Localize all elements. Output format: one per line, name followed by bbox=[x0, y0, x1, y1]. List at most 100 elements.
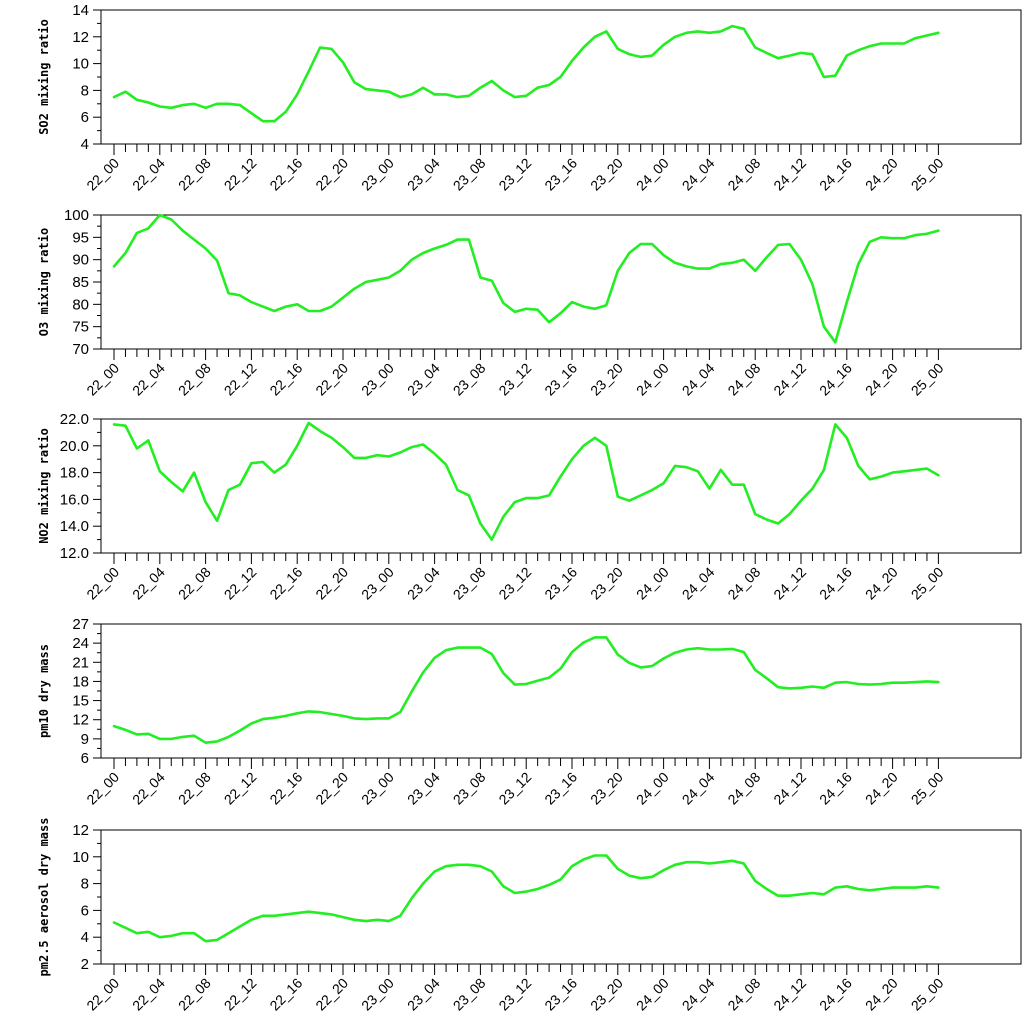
x-tick-label: 22_04 bbox=[129, 975, 168, 1014]
x-tick-label: 24_20 bbox=[862, 769, 901, 808]
series-line bbox=[112, 636, 940, 745]
y-tick-label: 12.0 bbox=[60, 545, 89, 562]
x-tick-label: 24_04 bbox=[679, 155, 718, 194]
x-tick-label: 23_04 bbox=[404, 769, 443, 808]
y-tick-label: 14 bbox=[72, 2, 89, 19]
x-tick-label: 23_20 bbox=[587, 769, 626, 808]
x-tick-label: 22_12 bbox=[221, 155, 260, 194]
y-tick-label: 85 bbox=[72, 274, 89, 291]
x-tick-label: 24_16 bbox=[816, 360, 855, 399]
x-tick-label: 22_16 bbox=[266, 360, 305, 399]
y-tick-label: 12 bbox=[72, 822, 89, 839]
chart-panel-1: 4 6 8 10 12 14 SO2 mixing ratio 22_00 22_04 22_08… bbox=[37, 2, 1022, 194]
x-tick-label: 22_00 bbox=[83, 155, 122, 194]
x-tick-label: 24_20 bbox=[862, 360, 901, 399]
x-tick-label: 23_16 bbox=[541, 564, 580, 603]
x-tick-label: 22_04 bbox=[129, 564, 168, 603]
x-tick-label: 24_16 bbox=[816, 564, 855, 603]
y-tick-label: 16.0 bbox=[60, 491, 89, 508]
y-tick-label: 18.0 bbox=[60, 465, 89, 482]
y-tick-label: 80 bbox=[72, 296, 89, 313]
x-tick-label: 23_00 bbox=[358, 360, 397, 399]
x-tick-label: 22_04 bbox=[129, 769, 168, 808]
y-tick-label: 22.0 bbox=[60, 411, 89, 428]
y-tick-label: 100 bbox=[64, 207, 89, 224]
plot-frame bbox=[100, 214, 1022, 350]
y-tick-label: 12 bbox=[72, 29, 89, 46]
x-tick-label: 22_00 bbox=[83, 769, 122, 808]
x-tick-label: 24_12 bbox=[770, 360, 809, 399]
y-tick-label: 8 bbox=[81, 876, 89, 893]
series-line bbox=[112, 421, 940, 541]
x-tick-label: 22_16 bbox=[266, 975, 305, 1014]
x-tick-label: 23_08 bbox=[450, 769, 489, 808]
x-tick-label: 23_16 bbox=[541, 769, 580, 808]
x-tick-label: 22_08 bbox=[175, 155, 214, 194]
x-tick-label: 24_12 bbox=[770, 769, 809, 808]
y-tick-label: 95 bbox=[72, 229, 89, 246]
x-tick-label: 23_12 bbox=[495, 155, 534, 194]
x-tick-label: 24_20 bbox=[862, 155, 901, 194]
x-tick-label: 24_08 bbox=[724, 564, 763, 603]
x-tick-label: 24_12 bbox=[770, 975, 809, 1014]
x-tick-label: 23_00 bbox=[358, 564, 397, 603]
x-tick-label: 23_20 bbox=[587, 360, 626, 399]
x-tick-label: 24_04 bbox=[679, 975, 718, 1014]
x-tick-label: 24_00 bbox=[633, 769, 672, 808]
x-tick-label: 24_00 bbox=[633, 360, 672, 399]
x-tick-label: 23_12 bbox=[495, 975, 534, 1014]
y-tick-label: 12 bbox=[72, 712, 89, 729]
y-tick-label: 90 bbox=[72, 252, 89, 269]
x-tick-label: 23_08 bbox=[450, 564, 489, 603]
x-tick-label: 24_20 bbox=[862, 564, 901, 603]
x-tick-label: 22_12 bbox=[221, 769, 260, 808]
x-tick-label: 23_00 bbox=[358, 155, 397, 194]
x-tick-label: 23_00 bbox=[358, 975, 397, 1014]
y-tick-label: 4 bbox=[81, 136, 89, 153]
x-tick-label: 22_20 bbox=[312, 769, 351, 808]
y-axis-label: pm2.5 aerosol dry mass bbox=[37, 818, 51, 977]
y-axis-label: pm10 dry mass bbox=[37, 644, 51, 738]
x-tick-label: 25_00 bbox=[908, 975, 947, 1014]
x-tick-label: 24_04 bbox=[679, 564, 718, 603]
plot-frame bbox=[100, 623, 1022, 759]
x-tick-label: 24_04 bbox=[679, 360, 718, 399]
x-tick-label: 23_04 bbox=[404, 564, 443, 603]
y-axis-label: O3 mixing ratio bbox=[37, 228, 51, 336]
y-tick-label: 24 bbox=[72, 635, 89, 652]
y-tick-label: 27 bbox=[72, 616, 89, 633]
x-tick-label: 24_08 bbox=[724, 975, 763, 1014]
y-tick-label: 21 bbox=[72, 654, 89, 671]
x-tick-label: 24_04 bbox=[679, 769, 718, 808]
y-tick-label: 10 bbox=[72, 849, 89, 866]
x-tick-label: 22_08 bbox=[175, 360, 214, 399]
y-tick-label: 75 bbox=[72, 319, 89, 336]
y-tick-label: 6 bbox=[81, 902, 89, 919]
y-tick-label: 14.0 bbox=[60, 518, 89, 535]
x-tick-label: 22_20 bbox=[312, 975, 351, 1014]
y-tick-label: 15 bbox=[72, 693, 89, 710]
x-tick-label: 24_08 bbox=[724, 360, 763, 399]
y-tick-label: 8 bbox=[81, 82, 89, 99]
y-tick-label: 10 bbox=[72, 56, 89, 73]
x-tick-label: 23_12 bbox=[495, 360, 534, 399]
x-tick-label: 24_00 bbox=[633, 155, 672, 194]
x-tick-label: 23_04 bbox=[404, 155, 443, 194]
x-tick-label: 24_16 bbox=[816, 975, 855, 1014]
x-tick-label: 24_12 bbox=[770, 564, 809, 603]
x-tick-label: 22_16 bbox=[266, 769, 305, 808]
x-tick-label: 25_00 bbox=[908, 155, 947, 194]
x-tick-label: 22_04 bbox=[129, 360, 168, 399]
x-tick-label: 24_16 bbox=[816, 155, 855, 194]
x-tick-label: 22_00 bbox=[83, 564, 122, 603]
y-tick-label: 9 bbox=[81, 731, 89, 748]
chart-panel-5: 2 4 6 8 10 12 pm2.5 aerosol dry mass 22_00 22_04… bbox=[37, 818, 1022, 1014]
x-tick-label: 22_08 bbox=[175, 975, 214, 1014]
x-tick-label: 22_16 bbox=[266, 564, 305, 603]
x-tick-label: 23_16 bbox=[541, 155, 580, 194]
x-tick-label: 25_00 bbox=[908, 360, 947, 399]
plot-frame bbox=[100, 829, 1022, 965]
x-tick-label: 23_08 bbox=[450, 155, 489, 194]
x-tick-label: 23_20 bbox=[587, 975, 626, 1014]
